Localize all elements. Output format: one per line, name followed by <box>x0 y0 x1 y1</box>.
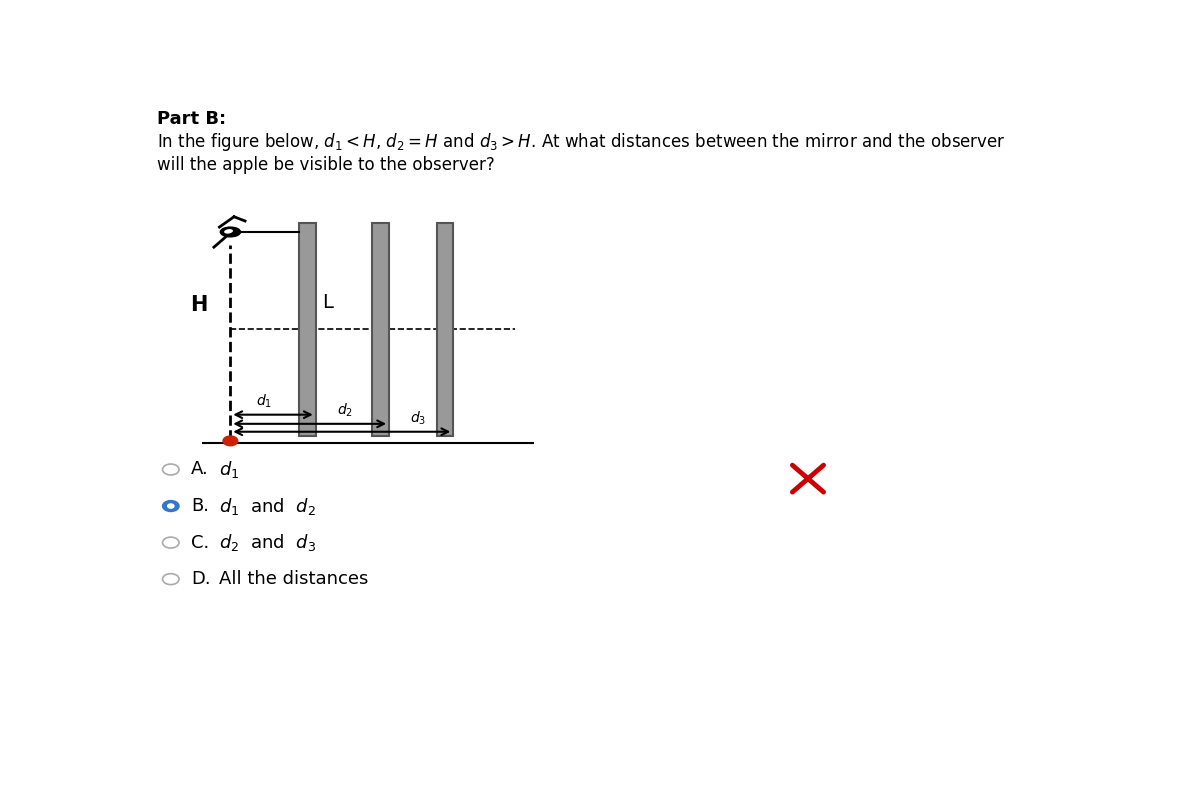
Circle shape <box>162 501 179 512</box>
Text: H: H <box>190 295 207 315</box>
Text: $d_1$  and  $d_2$: $d_1$ and $d_2$ <box>219 495 316 517</box>
Text: $d_1$: $d_1$ <box>257 393 272 411</box>
Text: A.: A. <box>190 460 208 479</box>
Text: C.: C. <box>190 534 209 551</box>
Bar <box>299 223 316 436</box>
Ellipse shape <box>220 227 240 237</box>
Circle shape <box>224 436 238 446</box>
Text: $d_3$: $d_3$ <box>411 410 426 427</box>
Circle shape <box>162 573 179 585</box>
Circle shape <box>168 504 174 508</box>
Circle shape <box>162 464 179 475</box>
Text: B.: B. <box>190 497 209 515</box>
Text: Part B:: Part B: <box>157 110 226 128</box>
Text: $d_2$  and  $d_3$: $d_2$ and $d_3$ <box>219 532 317 553</box>
Text: will the apple be visible to the observer?: will the apple be visible to the observe… <box>157 156 494 174</box>
Ellipse shape <box>224 229 233 233</box>
Bar <box>437 223 453 436</box>
Bar <box>373 223 389 436</box>
Text: In the figure below, $d_1 < H$, $d_2 = H$ and $d_3 > H$. At what distances betwe: In the figure below, $d_1 < H$, $d_2 = H… <box>157 131 1006 153</box>
Text: All the distances: All the distances <box>219 570 369 589</box>
Text: L: L <box>322 293 332 312</box>
Circle shape <box>162 537 179 548</box>
Text: D.: D. <box>190 570 211 589</box>
Text: $d_1$: $d_1$ <box>219 459 240 480</box>
Text: $d_2$: $d_2$ <box>337 402 353 419</box>
